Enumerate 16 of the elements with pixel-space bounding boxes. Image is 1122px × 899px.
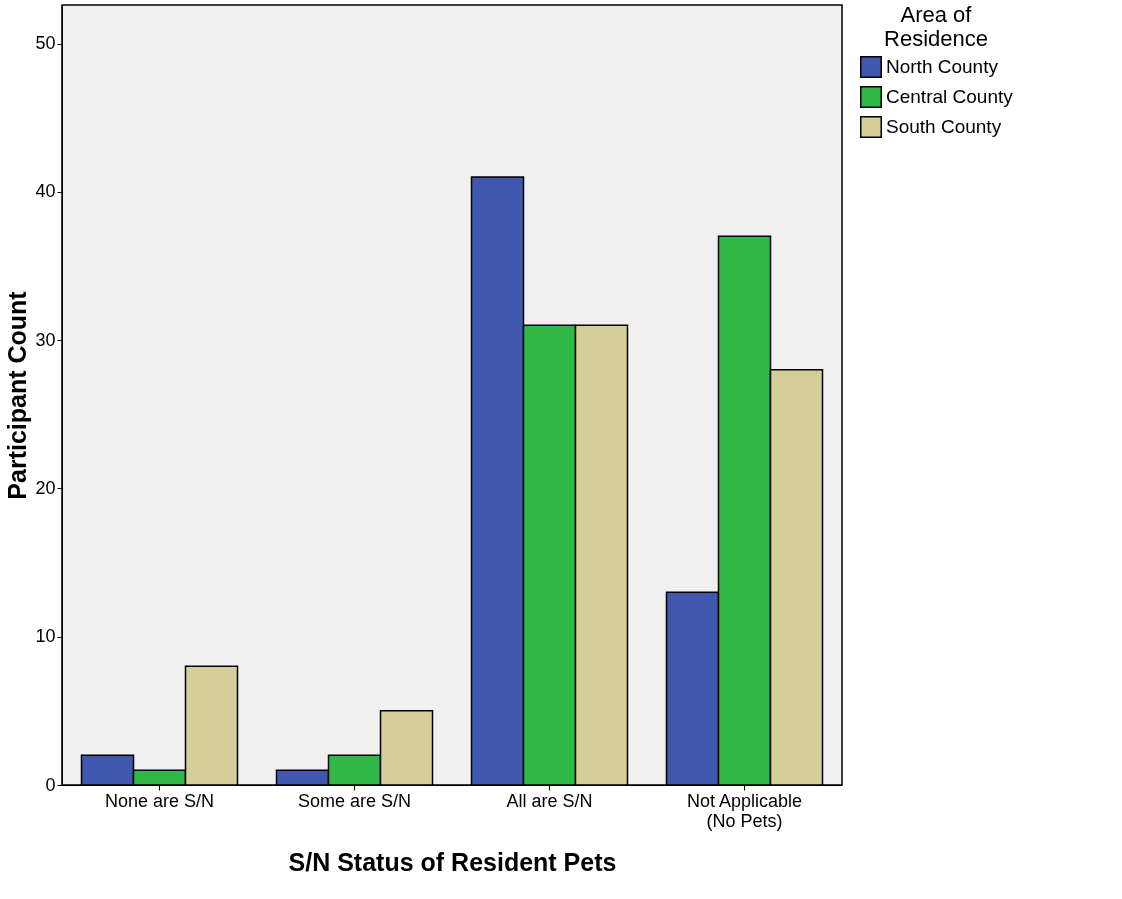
x-tick-label: All are S/N	[506, 790, 593, 811]
x-tick-label: Not Applicable (No Pets)	[686, 790, 803, 831]
x-axis-title: S/N Status of Resident Pets	[288, 847, 617, 876]
y-tick-label: 0	[45, 774, 56, 795]
legend-label: South County	[886, 116, 1002, 137]
legend-label: Central County	[886, 86, 1014, 107]
y-tick-label: 20	[35, 477, 56, 498]
y-tick-label: 50	[35, 33, 56, 54]
legend-label: North County	[886, 56, 999, 77]
legend-title: Area of Residence	[884, 2, 988, 51]
y-axis-title: Participant Count	[3, 290, 32, 500]
y-tick-label: 40	[35, 181, 56, 202]
x-tick-label: None are S/N	[104, 790, 215, 811]
y-tick-label: 10	[35, 626, 56, 647]
y-tick-label: 30	[35, 329, 56, 350]
x-tick-label: Some are S/N	[297, 790, 412, 811]
